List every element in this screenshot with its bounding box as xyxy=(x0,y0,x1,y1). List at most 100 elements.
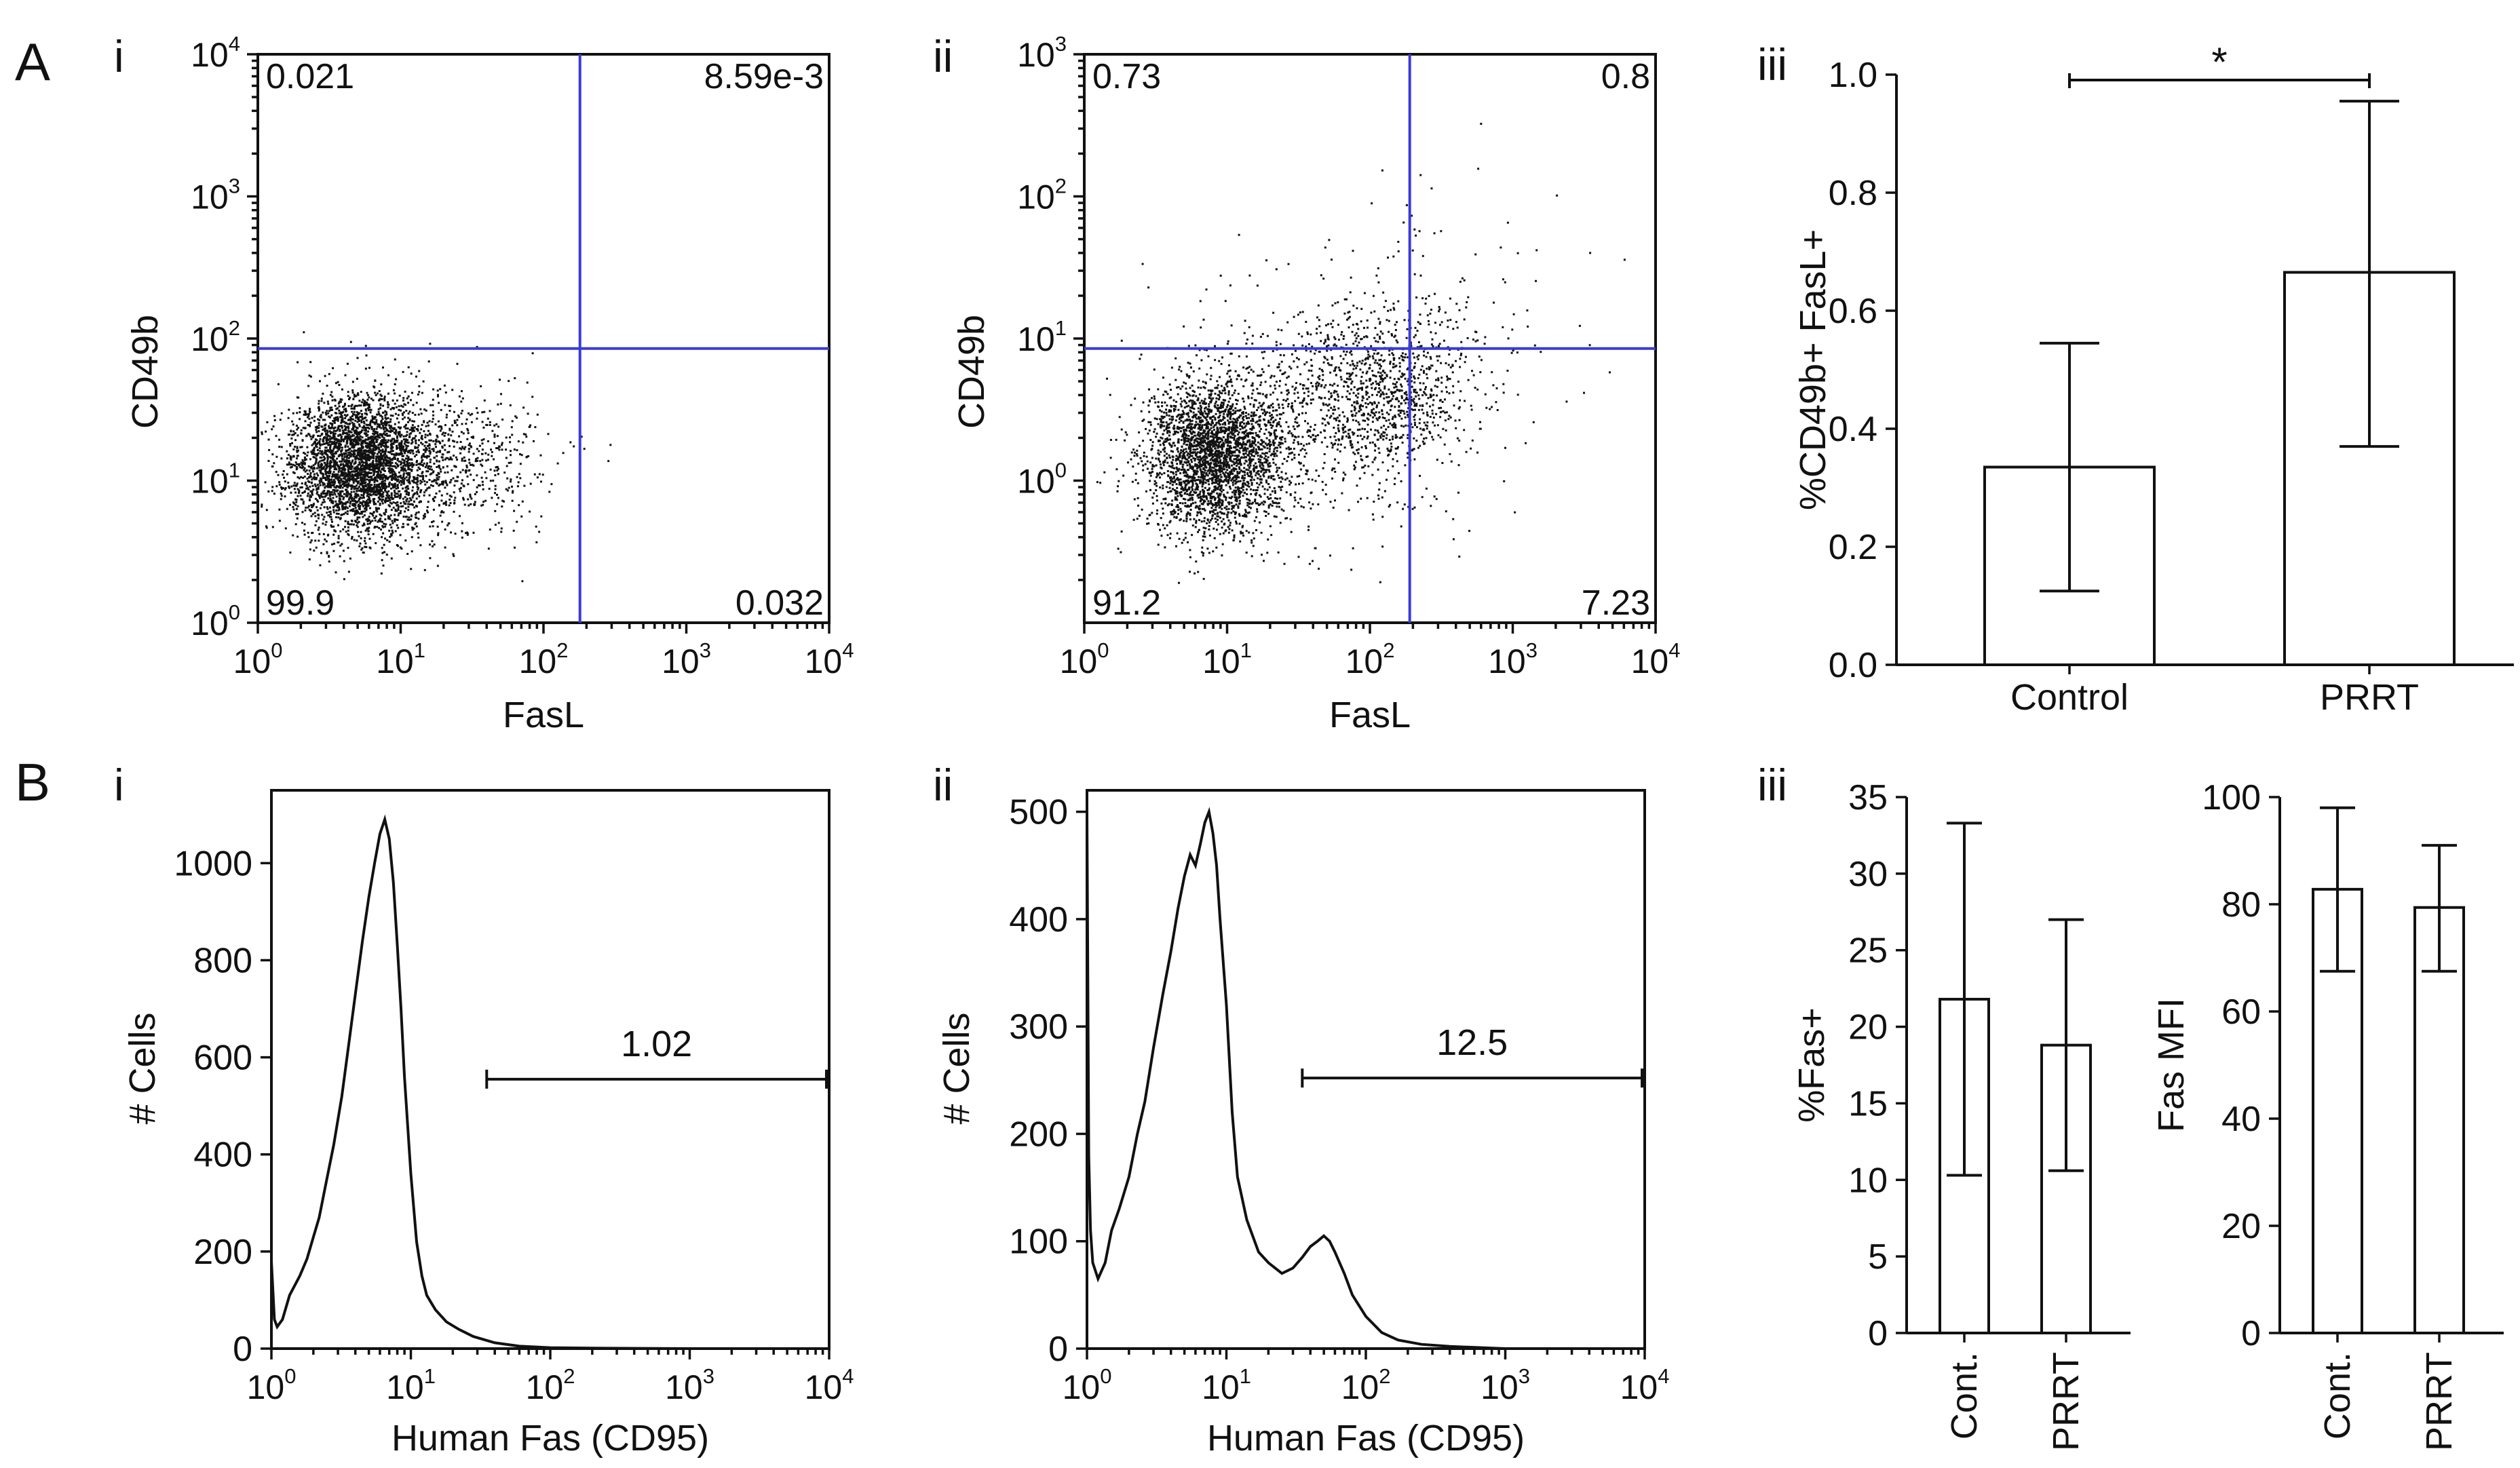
y-tick-label-A-iii-4: 0.8 xyxy=(1829,174,1877,213)
x-tick-label-B-i-2: 102 xyxy=(526,1364,575,1406)
y-tick-label-A-i-2: 102 xyxy=(191,316,240,358)
y-axis-label-B-i: # Cells xyxy=(122,1012,163,1124)
y-tick-label-A-ii-2: 102 xyxy=(1017,174,1067,216)
x-tick-label-B-ii-0: 100 xyxy=(1063,1364,1112,1406)
x-axis-A-i: 100 101 102 103 104 xyxy=(233,623,854,680)
x-axis-B-ii: 100 101 102 103 104 xyxy=(1063,1349,1669,1406)
histogram-B-i: 1.02 100 101 102 103 104 0 200 400 600 800 1000 H… xyxy=(122,789,854,1459)
quadrant-value-bottom-left-A-i: 99.9 xyxy=(266,583,335,623)
y-axis-B-iii-mfi: 0 20 40 60 80 100 xyxy=(2202,778,2280,1353)
y-tick-label-B-iii-mfi-2: 40 xyxy=(2221,1100,2261,1139)
y-tick-label-A-iii-2: 0.4 xyxy=(1829,410,1877,449)
y-tick-label-B-i-5: 1000 xyxy=(174,844,252,883)
panel-label-B-ii: ii xyxy=(933,760,953,810)
x-tick-label-A-ii-4: 104 xyxy=(1631,638,1681,680)
x-tick-label-A-i-4: 104 xyxy=(805,638,854,680)
y-tick-label-A-i-3: 103 xyxy=(191,174,240,216)
panel-label-A: A xyxy=(15,32,50,92)
y-tick-label-B-ii-1: 100 xyxy=(1009,1222,1068,1262)
y-axis-B-i: 0 200 400 600 800 1000 xyxy=(174,844,271,1369)
quadrant-value-bottom-right-A-i: 0.032 xyxy=(736,583,824,623)
quadrant-value-top-left-A-ii: 0.73 xyxy=(1092,57,1161,96)
x-axis-label-B-ii: Human Fas (CD95) xyxy=(1207,1418,1525,1459)
quadrant-value-bottom-right-A-ii: 7.23 xyxy=(1582,583,1650,623)
x-tick-label-A-iii-0: Control xyxy=(2010,677,2128,718)
panel-label-A-i: i xyxy=(114,31,124,81)
histogram-trace-B-i xyxy=(270,814,829,1350)
plot-frame-B-i xyxy=(270,789,831,1350)
x-axis-label-B-i: Human Fas (CD95) xyxy=(392,1418,709,1459)
y-tick-label-B-iii-fas-0: 0 xyxy=(1868,1314,1888,1353)
y-tick-label-B-iii-fas-4: 20 xyxy=(1848,1008,1888,1047)
y-axis-A-i: 100 101 102 103 104 xyxy=(191,32,258,642)
y-tick-label-B-ii-5: 500 xyxy=(1009,793,1068,832)
bars-A-iii: Control PRRT xyxy=(1983,100,2456,718)
bar-chart-B-iii-mfi: 0 20 40 60 80 100 Cont. PRRT Fas MFI xyxy=(2151,778,2504,1451)
x-tick-label-B-ii-2: 102 xyxy=(1341,1364,1391,1406)
y-tick-label-B-iii-fas-5: 25 xyxy=(1848,931,1888,971)
y-tick-label-B-i-4: 800 xyxy=(193,941,252,980)
histogram-trace-B-ii xyxy=(1086,807,1645,1350)
x-tick-label-B-ii-1: 101 xyxy=(1202,1364,1251,1406)
y-tick-label-B-iii-mfi-3: 60 xyxy=(2221,992,2261,1032)
y-tick-label-A-ii-1: 101 xyxy=(1017,316,1067,358)
y-axis-label-B-iii-fas: %Fas+ xyxy=(1791,1007,1832,1123)
x-tick-label-B-iii-mfi-1: PRRT xyxy=(2419,1352,2460,1451)
significance-marker-A-iii: * xyxy=(2211,39,2227,85)
x-tick-label-A-i-3: 103 xyxy=(662,638,711,680)
y-tick-label-B-iii-fas-3: 15 xyxy=(1848,1084,1888,1123)
panel-label-B: B xyxy=(15,752,50,812)
quadrant-value-bottom-left-A-ii: 91.2 xyxy=(1092,583,1161,623)
y-tick-label-B-i-0: 0 xyxy=(233,1330,252,1369)
x-tick-label-A-ii-0: 100 xyxy=(1060,638,1109,680)
y-tick-label-A-iii-5: 1.0 xyxy=(1829,56,1877,95)
y-tick-label-B-ii-0: 0 xyxy=(1048,1330,1068,1369)
x-tick-label-A-i-0: 100 xyxy=(233,638,283,680)
y-tick-label-A-iii-3: 0.6 xyxy=(1829,292,1877,331)
y-tick-label-B-iii-mfi-4: 80 xyxy=(2221,885,2261,925)
y-tick-label-B-iii-mfi-5: 100 xyxy=(2202,778,2261,817)
y-axis-B-ii: 0 100 200 300 400 500 xyxy=(1009,793,1087,1369)
x-tick-label-A-ii-1: 101 xyxy=(1202,638,1252,680)
quadrant-value-top-right-A-ii: 0.8 xyxy=(1601,57,1650,96)
marker-gate-value-B-ii: 12.5 xyxy=(1436,1022,1508,1063)
y-tick-label-A-ii-3: 103 xyxy=(1017,32,1067,74)
y-tick-label-B-i-3: 600 xyxy=(193,1039,252,1078)
y-axis-B-iii-fas: 0 5 10 15 20 25 30 35 xyxy=(1848,778,1907,1353)
scatter-plot-A-ii: 0.73 0.8 91.2 7.23 100 101 102 103 104 10010… xyxy=(951,32,1680,735)
x-tick-label-A-i-2: 102 xyxy=(519,638,569,680)
plot-frame-B-ii xyxy=(1086,789,1646,1350)
y-tick-label-B-i-1: 200 xyxy=(193,1233,252,1272)
y-axis-label-B-ii: # Cells xyxy=(936,1012,977,1124)
panel-label-A-iii: iii xyxy=(1757,39,1787,90)
y-tick-label-B-i-2: 400 xyxy=(193,1136,252,1175)
quadrant-value-top-left-A-i: 0.021 xyxy=(266,57,354,96)
y-tick-label-B-ii-4: 400 xyxy=(1009,900,1068,940)
y-tick-label-A-i-0: 100 xyxy=(191,600,240,642)
y-tick-label-B-iii-fas-6: 30 xyxy=(1848,855,1888,894)
x-tick-label-B-iii-fas-0: Cont. xyxy=(1944,1352,1985,1440)
x-tick-label-A-ii-3: 103 xyxy=(1488,638,1538,680)
y-tick-label-A-iii-1: 0.2 xyxy=(1829,528,1877,567)
y-axis-label-B-iii-mfi: Fas MFI xyxy=(2151,998,2192,1132)
x-tick-label-A-i-1: 101 xyxy=(376,638,425,680)
bars-B-iii-fas: Cont. PRRT xyxy=(1939,822,2092,1451)
panel-label-B-iii: iii xyxy=(1757,760,1787,810)
y-tick-label-B-iii-fas-1: 5 xyxy=(1868,1237,1888,1277)
y-axis-A-ii: 100 101 102 103 xyxy=(1017,32,1084,581)
y-tick-label-B-ii-2: 200 xyxy=(1009,1115,1068,1154)
x-axis-B-i: 100 101 102 103 104 xyxy=(247,1349,854,1406)
scatter-points-A-i xyxy=(261,331,612,583)
y-tick-label-B-iii-fas-2: 10 xyxy=(1848,1161,1888,1200)
panel-label-A-ii: ii xyxy=(933,31,953,81)
y-axis-A-iii: 0.0 0.2 0.4 0.6 0.8 1.0 xyxy=(1829,56,1896,685)
x-tick-label-B-ii-3: 103 xyxy=(1481,1364,1530,1406)
y-tick-label-A-i-1: 101 xyxy=(191,459,240,501)
y-axis-label-A-iii: %CD49b+ FasL+ xyxy=(1793,229,1833,510)
x-axis-label-A-ii: FasL xyxy=(1329,695,1411,735)
x-tick-label-B-i-4: 104 xyxy=(805,1364,854,1406)
x-tick-label-B-iii-mfi-0: Cont. xyxy=(2317,1352,2358,1440)
plot-frame-A-i xyxy=(256,53,831,624)
